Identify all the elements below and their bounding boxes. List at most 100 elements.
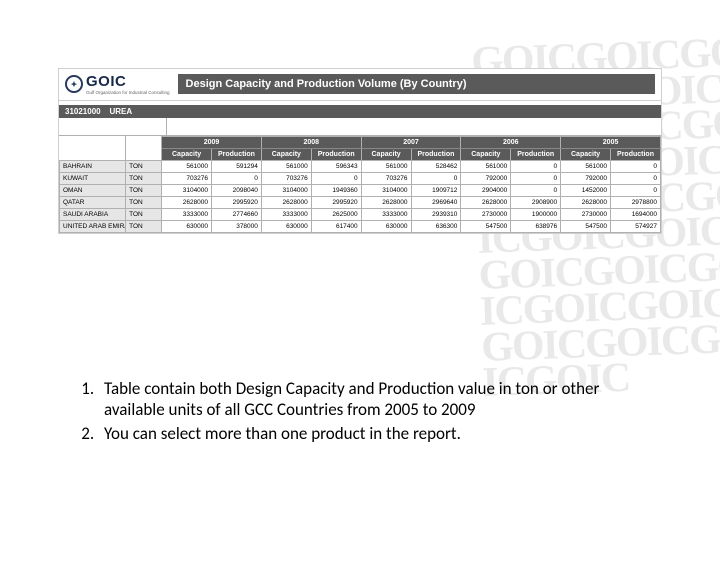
sub-header: Production bbox=[311, 148, 361, 160]
table-row: UNITED ARAB EMIRATESTON63000037800063000… bbox=[60, 220, 661, 232]
value-cell: 0 bbox=[611, 172, 661, 184]
value-cell: 1694000 bbox=[611, 208, 661, 220]
table-row: SAUDI ARABIATON3333000277466033330002625… bbox=[60, 208, 661, 220]
unit-cell: TON bbox=[126, 196, 162, 208]
table-row: QATARTON26280002995920262800029959202628… bbox=[60, 196, 661, 208]
logo-mark-icon: ✦ bbox=[65, 75, 83, 93]
value-cell: 2628000 bbox=[162, 196, 212, 208]
value-cell: 2774660 bbox=[212, 208, 262, 220]
value-cell: 3104000 bbox=[162, 184, 212, 196]
country-cell: OMAN bbox=[60, 184, 126, 196]
value-cell: 703276 bbox=[162, 172, 212, 184]
value-cell: 2730000 bbox=[461, 208, 511, 220]
year-header: 2009 bbox=[162, 136, 262, 148]
report-header: ✦ GOIC Gulf Organization for Industrial … bbox=[59, 69, 661, 101]
sub-header: Production bbox=[511, 148, 561, 160]
country-cell: QATAR bbox=[60, 196, 126, 208]
country-cell: UNITED ARAB EMIRATES bbox=[60, 220, 126, 232]
report-panel: ✦ GOIC Gulf Organization for Industrial … bbox=[58, 68, 662, 234]
value-cell: 378000 bbox=[212, 220, 262, 232]
value-cell: 0 bbox=[611, 160, 661, 172]
value-cell: 2995920 bbox=[311, 196, 361, 208]
value-cell: 528462 bbox=[411, 160, 461, 172]
value-cell: 561000 bbox=[461, 160, 511, 172]
value-cell: 547500 bbox=[461, 220, 511, 232]
unit-cell: TON bbox=[126, 220, 162, 232]
value-cell: 547500 bbox=[561, 220, 611, 232]
value-cell: 3104000 bbox=[261, 184, 311, 196]
sub-header: Capacity bbox=[561, 148, 611, 160]
year-header: 2007 bbox=[361, 136, 461, 148]
value-cell: 0 bbox=[511, 184, 561, 196]
value-cell: 792000 bbox=[461, 172, 511, 184]
value-cell: 2628000 bbox=[461, 196, 511, 208]
value-cell: 2730000 bbox=[561, 208, 611, 220]
category-name: UREA bbox=[109, 107, 132, 116]
year-header: 2006 bbox=[461, 136, 561, 148]
value-cell: 0 bbox=[212, 172, 262, 184]
report-title: Design Capacity and Production Volume (B… bbox=[178, 74, 655, 94]
value-cell: 2908900 bbox=[511, 196, 561, 208]
value-cell: 703276 bbox=[261, 172, 311, 184]
logo-brand: GOIC bbox=[86, 73, 170, 90]
sub-header: Capacity bbox=[162, 148, 212, 160]
unit-cell: TON bbox=[126, 172, 162, 184]
value-cell: 2939310 bbox=[411, 208, 461, 220]
value-cell: 2978800 bbox=[611, 196, 661, 208]
value-cell: 591294 bbox=[212, 160, 262, 172]
category-bar: 31021000 UREA bbox=[59, 105, 661, 118]
sub-header: Production bbox=[411, 148, 461, 160]
blank-band bbox=[59, 118, 661, 136]
value-cell: 0 bbox=[311, 172, 361, 184]
data-table: 2009 2008 2007 2006 2005 Capacity Produc… bbox=[59, 136, 661, 233]
value-cell: 617400 bbox=[311, 220, 361, 232]
value-cell: 703276 bbox=[361, 172, 411, 184]
sub-header: Capacity bbox=[461, 148, 511, 160]
value-cell: 1900000 bbox=[511, 208, 561, 220]
value-cell: 630000 bbox=[162, 220, 212, 232]
country-cell: SAUDI ARABIA bbox=[60, 208, 126, 220]
year-header: 2008 bbox=[261, 136, 361, 148]
value-cell: 2098040 bbox=[212, 184, 262, 196]
value-cell: 561000 bbox=[361, 160, 411, 172]
sub-header: Production bbox=[611, 148, 661, 160]
value-cell: 630000 bbox=[361, 220, 411, 232]
value-cell: 0 bbox=[511, 160, 561, 172]
note-item: You can select more than one product in … bbox=[98, 423, 622, 444]
value-cell: 3333000 bbox=[361, 208, 411, 220]
unit-cell: TON bbox=[126, 208, 162, 220]
value-cell: 561000 bbox=[162, 160, 212, 172]
note-item: Table contain both Design Capacity and P… bbox=[98, 378, 622, 421]
sub-header: Capacity bbox=[261, 148, 311, 160]
value-cell: 792000 bbox=[561, 172, 611, 184]
value-cell: 2904000 bbox=[461, 184, 511, 196]
value-cell: 574927 bbox=[611, 220, 661, 232]
value-cell: 2628000 bbox=[261, 196, 311, 208]
table-body: BAHRAINTON561000591294561000596343561000… bbox=[60, 160, 661, 232]
sub-header: Production bbox=[212, 148, 262, 160]
table-head: 2009 2008 2007 2006 2005 Capacity Produc… bbox=[60, 136, 661, 160]
value-cell: 561000 bbox=[261, 160, 311, 172]
goic-logo: ✦ GOIC Gulf Organization for Industrial … bbox=[65, 73, 170, 96]
country-cell: BAHRAIN bbox=[60, 160, 126, 172]
value-cell: 636300 bbox=[411, 220, 461, 232]
unit-cell: TON bbox=[126, 160, 162, 172]
value-cell: 2969640 bbox=[411, 196, 461, 208]
value-cell: 1949360 bbox=[311, 184, 361, 196]
value-cell: 638976 bbox=[511, 220, 561, 232]
value-cell: 3333000 bbox=[162, 208, 212, 220]
notes-list: Table contain both Design Capacity and P… bbox=[62, 378, 622, 446]
logo-subtitle: Gulf Organization for Industrial Consult… bbox=[86, 91, 170, 96]
value-cell: 1452000 bbox=[561, 184, 611, 196]
value-cell: 0 bbox=[411, 172, 461, 184]
value-cell: 2628000 bbox=[561, 196, 611, 208]
value-cell: 3333000 bbox=[261, 208, 311, 220]
unit-cell: TON bbox=[126, 184, 162, 196]
value-cell: 2628000 bbox=[361, 196, 411, 208]
value-cell: 0 bbox=[611, 184, 661, 196]
table-row: OMANTON310400020980403104000194936031040… bbox=[60, 184, 661, 196]
year-header: 2005 bbox=[561, 136, 661, 148]
value-cell: 561000 bbox=[561, 160, 611, 172]
value-cell: 596343 bbox=[311, 160, 361, 172]
country-cell: KUWAIT bbox=[60, 172, 126, 184]
